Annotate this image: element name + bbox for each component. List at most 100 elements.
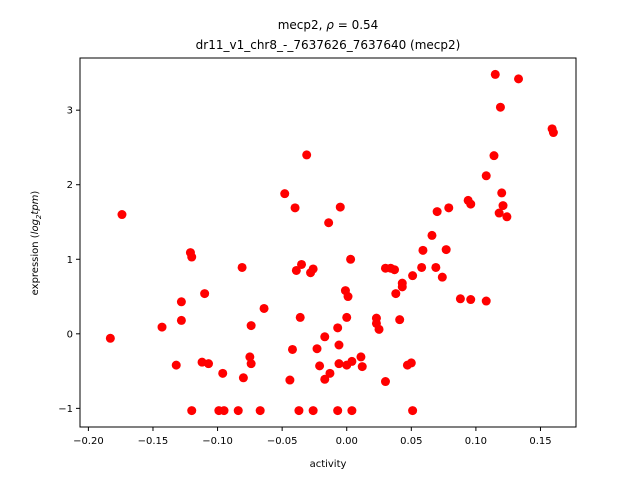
data-point bbox=[333, 406, 343, 416]
data-point bbox=[481, 171, 491, 181]
data-point bbox=[356, 352, 366, 362]
data-point bbox=[280, 189, 290, 199]
data-point bbox=[494, 208, 504, 218]
data-point bbox=[320, 374, 330, 384]
data-point bbox=[441, 245, 451, 255]
data-point bbox=[395, 315, 405, 325]
data-point bbox=[285, 375, 295, 385]
data-point bbox=[325, 368, 335, 378]
x-tick-label: 0.00 bbox=[336, 436, 358, 447]
x-tick-label: −0.20 bbox=[73, 436, 104, 447]
data-point bbox=[437, 272, 447, 282]
data-point bbox=[347, 356, 357, 366]
data-point bbox=[342, 312, 352, 322]
chart-title-line2: dr11_v1_chr8_-_7637626_7637640 (mecp2) bbox=[196, 38, 461, 52]
data-points bbox=[105, 69, 558, 416]
data-point bbox=[408, 406, 418, 416]
data-point bbox=[417, 262, 427, 272]
data-point bbox=[333, 323, 343, 333]
x-tick-label: −0.15 bbox=[138, 436, 169, 447]
data-point bbox=[432, 207, 442, 217]
data-point bbox=[324, 218, 334, 228]
data-point bbox=[200, 289, 210, 299]
data-point bbox=[335, 202, 345, 212]
y-tick-label: 2 bbox=[67, 180, 73, 191]
data-point bbox=[406, 358, 416, 368]
data-point bbox=[187, 406, 197, 416]
data-point bbox=[238, 373, 248, 383]
data-point bbox=[308, 406, 318, 416]
data-point bbox=[498, 201, 508, 211]
x-tick-label: 0.15 bbox=[529, 436, 551, 447]
x-tick-label: 0.05 bbox=[400, 436, 422, 447]
data-point bbox=[312, 344, 322, 354]
data-point bbox=[176, 297, 186, 307]
x-tick-label: 0.10 bbox=[465, 436, 487, 447]
data-point bbox=[315, 361, 325, 371]
data-point bbox=[117, 210, 127, 220]
data-point bbox=[290, 203, 300, 213]
data-point bbox=[105, 333, 115, 343]
data-point bbox=[302, 150, 312, 160]
y-axis-ticks: −1 0 1 2 3 bbox=[58, 106, 80, 415]
data-point bbox=[295, 312, 305, 322]
y-tick-label: 3 bbox=[67, 106, 73, 117]
data-point bbox=[246, 321, 256, 331]
data-point bbox=[187, 252, 197, 262]
data-point bbox=[291, 265, 301, 275]
data-point bbox=[346, 254, 356, 264]
data-point bbox=[343, 292, 353, 302]
data-point bbox=[391, 289, 401, 299]
data-point bbox=[548, 128, 558, 138]
data-point bbox=[297, 259, 307, 269]
data-point bbox=[374, 324, 384, 334]
data-point bbox=[427, 230, 437, 240]
data-point bbox=[444, 203, 454, 213]
data-point bbox=[466, 199, 476, 209]
data-point bbox=[495, 102, 505, 112]
data-point bbox=[489, 151, 499, 161]
data-point bbox=[497, 188, 507, 198]
data-point bbox=[408, 271, 418, 281]
plot-area bbox=[79, 57, 577, 428]
data-point bbox=[245, 352, 255, 362]
x-tick-label: −0.10 bbox=[202, 436, 233, 447]
chart-title-line1: mecp2, ρ = 0.54 bbox=[278, 18, 379, 32]
data-point bbox=[320, 332, 330, 342]
data-point bbox=[380, 377, 390, 387]
y-tick-label: 1 bbox=[67, 255, 73, 266]
data-point bbox=[294, 406, 304, 416]
data-point bbox=[397, 278, 407, 288]
x-tick-label: −0.05 bbox=[267, 436, 298, 447]
y-tick-label: 0 bbox=[67, 329, 73, 340]
y-axis-label: expression (log2tpm) bbox=[30, 191, 43, 296]
x-axis-ticks: −0.20 −0.15 −0.10 −0.05 0.00 0.05 0.10 0.15 bbox=[73, 427, 552, 447]
data-point bbox=[334, 359, 344, 369]
x-axis-label: activity bbox=[310, 459, 347, 470]
data-point bbox=[171, 360, 181, 370]
data-point bbox=[490, 69, 500, 79]
data-point bbox=[219, 406, 229, 416]
data-point bbox=[431, 262, 441, 272]
data-point bbox=[287, 344, 297, 354]
data-point bbox=[308, 264, 318, 274]
data-point bbox=[347, 406, 357, 416]
data-point bbox=[259, 303, 269, 313]
data-point bbox=[390, 265, 400, 275]
data-point bbox=[502, 212, 512, 222]
data-point bbox=[233, 406, 243, 416]
data-point bbox=[176, 315, 186, 325]
data-point bbox=[418, 245, 428, 255]
data-point bbox=[246, 359, 256, 369]
data-point bbox=[255, 406, 265, 416]
data-point bbox=[157, 322, 167, 332]
data-point bbox=[357, 362, 367, 372]
data-point bbox=[218, 368, 228, 378]
data-point bbox=[334, 340, 344, 350]
data-point bbox=[204, 359, 214, 369]
data-point bbox=[466, 295, 476, 305]
data-point bbox=[481, 296, 491, 306]
y-tick-label: −1 bbox=[58, 404, 73, 415]
data-point bbox=[455, 294, 465, 304]
